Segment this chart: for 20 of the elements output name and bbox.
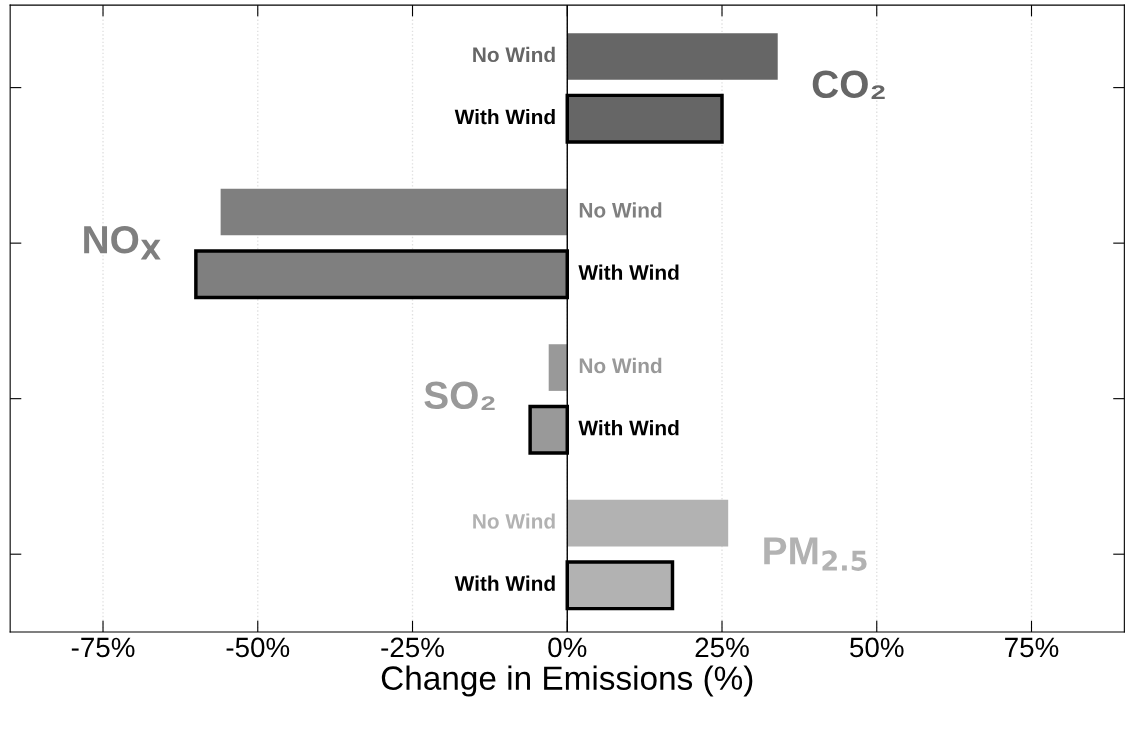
y-tick-label: PM$_{2.5}$ [764, 537, 867, 571]
text: With Wind [454, 109, 555, 125]
text: No Wind [579, 357, 662, 374]
y-tick-label: CO₂ [812, 70, 885, 99]
x-tick-label: 50% [850, 637, 904, 658]
x-tick-label: 25% [695, 637, 749, 658]
y-tick-label: NO$_{X}$ [84, 225, 161, 260]
x-tick-label: -50% [226, 637, 290, 658]
x-axis-title: Change in Emissions (%) [381, 665, 753, 697]
series-label: With Wind [578, 264, 679, 280]
text: No Wind [473, 513, 555, 529]
text: No Wind [579, 202, 662, 218]
y-tick-label: SO₂ [424, 381, 495, 410]
text: With Wind [454, 575, 555, 591]
x-tick-label: 75% [1005, 637, 1059, 658]
x-tick-label: -75% [71, 637, 135, 658]
text: With Wind [578, 420, 679, 436]
x-tick-label: 0% [548, 637, 587, 658]
series-label: No Wind [473, 46, 555, 63]
x-tick-label: -25% [381, 637, 444, 658]
